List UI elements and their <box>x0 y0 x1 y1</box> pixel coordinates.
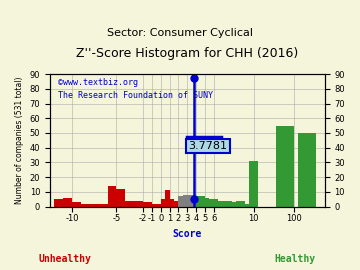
Bar <box>90 204 99 207</box>
Bar <box>196 196 201 207</box>
Bar <box>214 199 218 207</box>
Bar <box>99 204 108 207</box>
Text: Healthy: Healthy <box>275 254 316 264</box>
Bar <box>170 199 174 207</box>
Bar <box>174 201 179 207</box>
Bar <box>236 201 240 207</box>
Bar <box>152 204 161 207</box>
Bar <box>187 195 192 207</box>
Bar <box>125 201 134 207</box>
Bar <box>245 204 249 207</box>
Bar <box>249 161 258 207</box>
Bar <box>54 199 63 207</box>
Bar <box>179 196 183 207</box>
Bar <box>205 198 210 207</box>
Bar <box>276 126 294 207</box>
X-axis label: Score: Score <box>172 229 202 239</box>
Bar <box>72 202 81 207</box>
Bar <box>63 198 72 207</box>
Bar <box>227 201 231 207</box>
Bar <box>116 189 125 207</box>
Bar <box>81 204 90 207</box>
Bar <box>183 195 187 207</box>
Bar <box>298 133 316 207</box>
Text: Unhealthy: Unhealthy <box>39 254 91 264</box>
Bar <box>240 201 245 207</box>
Bar <box>231 202 236 207</box>
Text: The Research Foundation of SUNY: The Research Foundation of SUNY <box>58 91 213 100</box>
Bar <box>210 199 214 207</box>
Bar <box>108 186 116 207</box>
Bar <box>192 195 196 207</box>
Bar <box>218 201 223 207</box>
Bar <box>165 190 170 207</box>
Y-axis label: Number of companies (531 total): Number of companies (531 total) <box>15 77 24 204</box>
Text: Sector: Consumer Cyclical: Sector: Consumer Cyclical <box>107 28 253 38</box>
Bar <box>143 202 152 207</box>
Bar <box>134 201 143 207</box>
Bar <box>201 196 205 207</box>
Title: Z''-Score Histogram for CHH (2016): Z''-Score Histogram for CHH (2016) <box>76 48 298 60</box>
Text: ©www.textbiz.org: ©www.textbiz.org <box>58 78 138 87</box>
Bar <box>223 201 227 207</box>
Bar <box>161 199 165 207</box>
Text: 3.7781: 3.7781 <box>189 141 228 151</box>
